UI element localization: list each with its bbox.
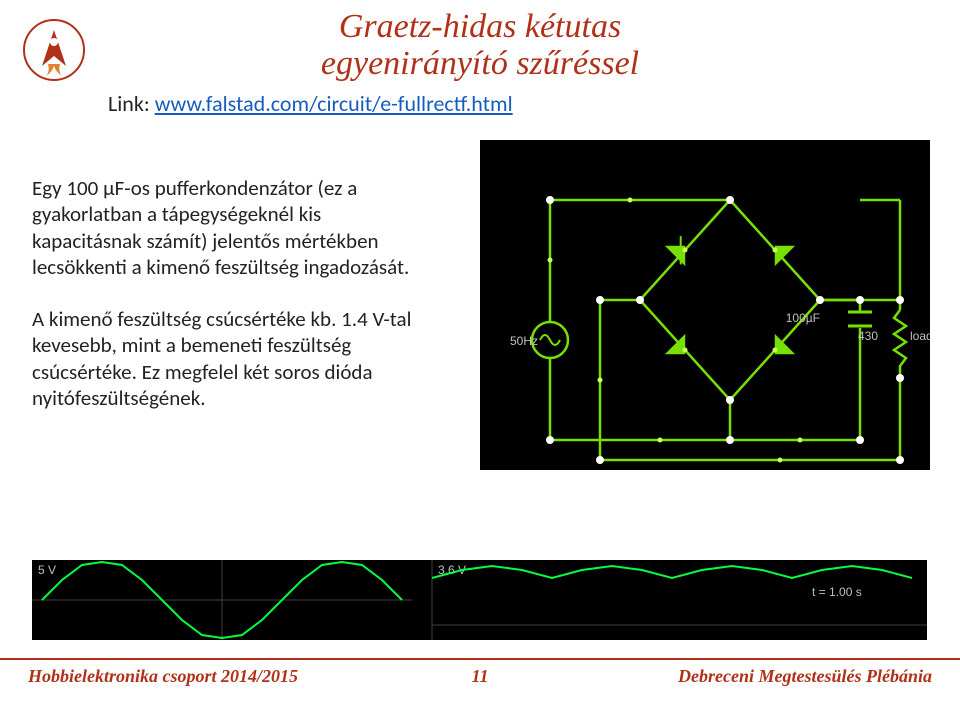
paragraph-2: A kimenő feszültség csúcsértéke kb. 1.4 … <box>32 306 432 411</box>
title-line-2: egyenirányító szűréssel <box>0 45 960 82</box>
footer-page-number: 11 <box>0 666 960 687</box>
link-line: Link: www.falstad.com/circuit/e-fullrect… <box>108 90 513 117</box>
wave-left-label: 5 V <box>38 563 56 577</box>
source-label: 50Hz <box>510 334 538 348</box>
cap-label: 100µF <box>786 311 820 325</box>
body-text: Egy 100 µF-os pufferkondenzátor (ez a gy… <box>32 175 432 437</box>
circuit-diagram: 50Hz 100µF 430 load <box>480 140 930 470</box>
title-line-1: Graetz-hidas kétutas <box>0 8 960 45</box>
circuit-link[interactable]: www.falstad.com/circuit/e-fullrectf.html <box>155 90 513 117</box>
link-prefix: Link: <box>108 90 155 117</box>
wave-time-label: t = 1.00 s <box>812 585 862 599</box>
slide-title: Graetz-hidas kétutas egyenirányító szűré… <box>0 8 960 83</box>
load-label: load <box>910 329 930 343</box>
paragraph-1: Egy 100 µF-os pufferkondenzátor (ez a gy… <box>32 175 432 280</box>
slide-footer: Hobbielektronika csoport 2014/2015 11 De… <box>0 658 960 688</box>
waveform-panel: 5 V 3.6 V t = 1.00 s <box>32 560 927 640</box>
res-label: 430 <box>858 329 878 343</box>
